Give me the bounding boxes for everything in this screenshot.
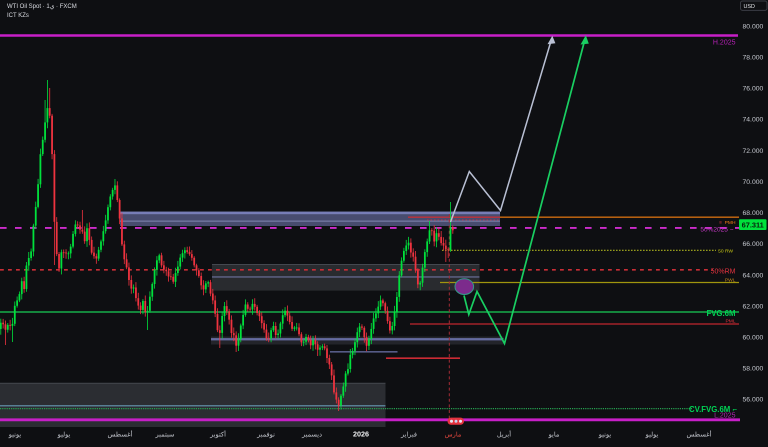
svg-text:50 RW: 50 RW bbox=[718, 248, 733, 254]
svg-text:≡: ≡ bbox=[719, 221, 722, 226]
svg-text:مايو: مايو bbox=[548, 431, 560, 439]
svg-text:78.000: 78.000 bbox=[743, 54, 764, 61]
svg-text:L.2025: L.2025 bbox=[714, 412, 736, 419]
svg-text:نوفمبر: نوفمبر bbox=[256, 432, 275, 439]
svg-text:فبراير: فبراير bbox=[400, 431, 417, 439]
svg-text:60.000: 60.000 bbox=[743, 335, 764, 342]
svg-text:سبتمبر: سبتمبر bbox=[155, 432, 175, 439]
svg-text:أبريل: أبريل bbox=[497, 429, 511, 439]
svg-text:66.000: 66.000 bbox=[743, 241, 764, 248]
svg-text:58.000: 58.000 bbox=[743, 366, 764, 373]
svg-text:50%RM: 50%RM bbox=[711, 269, 736, 276]
svg-text:يوليو: يوليو bbox=[645, 431, 659, 439]
svg-text:PMH: PMH bbox=[725, 220, 736, 226]
svg-text:يونيو: يونيو bbox=[8, 432, 22, 439]
svg-text:PWL: PWL bbox=[725, 277, 736, 283]
svg-text:ديسمبر: ديسمبر bbox=[301, 432, 322, 439]
svg-text:CV.FVG.6M ⌐: CV.FVG.6M ⌐ bbox=[689, 405, 737, 414]
svg-text:64.000: 64.000 bbox=[743, 272, 764, 279]
svg-text:يونيو: يونيو bbox=[598, 432, 612, 439]
svg-text:80.000: 80.000 bbox=[743, 23, 764, 30]
svg-text:67.311: 67.311 bbox=[742, 220, 764, 229]
svg-text:يوليو: يوليو bbox=[57, 431, 71, 439]
svg-text:50%2025 ~: 50%2025 ~ bbox=[700, 226, 733, 233]
svg-text:أغسطس: أغسطس bbox=[108, 429, 133, 439]
svg-text:ICT KZs: ICT KZs bbox=[7, 13, 29, 19]
svg-text:56.000: 56.000 bbox=[743, 397, 764, 404]
svg-text:68.000: 68.000 bbox=[743, 210, 764, 217]
svg-text:أكتوبر: أكتوبر bbox=[209, 429, 226, 439]
svg-text:H.2025: H.2025 bbox=[713, 40, 736, 47]
svg-text:PML: PML bbox=[725, 318, 735, 324]
svg-text:62.000: 62.000 bbox=[743, 303, 764, 310]
svg-text:USD: USD bbox=[744, 4, 755, 10]
svg-text:2026: 2026 bbox=[353, 430, 369, 439]
svg-text:أغسطس: أغسطس bbox=[687, 429, 712, 439]
svg-text:مارس: مارس bbox=[445, 431, 462, 439]
svg-text:74.000: 74.000 bbox=[743, 117, 764, 124]
svg-text:72.000: 72.000 bbox=[743, 148, 764, 155]
svg-text:70.000: 70.000 bbox=[743, 179, 764, 186]
svg-text:FVG.6M: FVG.6M bbox=[706, 309, 735, 318]
svg-text:WTI Oil Spot · 1ي · FXCM: WTI Oil Spot · 1ي · FXCM bbox=[7, 4, 77, 10]
svg-text:76.000: 76.000 bbox=[743, 86, 764, 93]
